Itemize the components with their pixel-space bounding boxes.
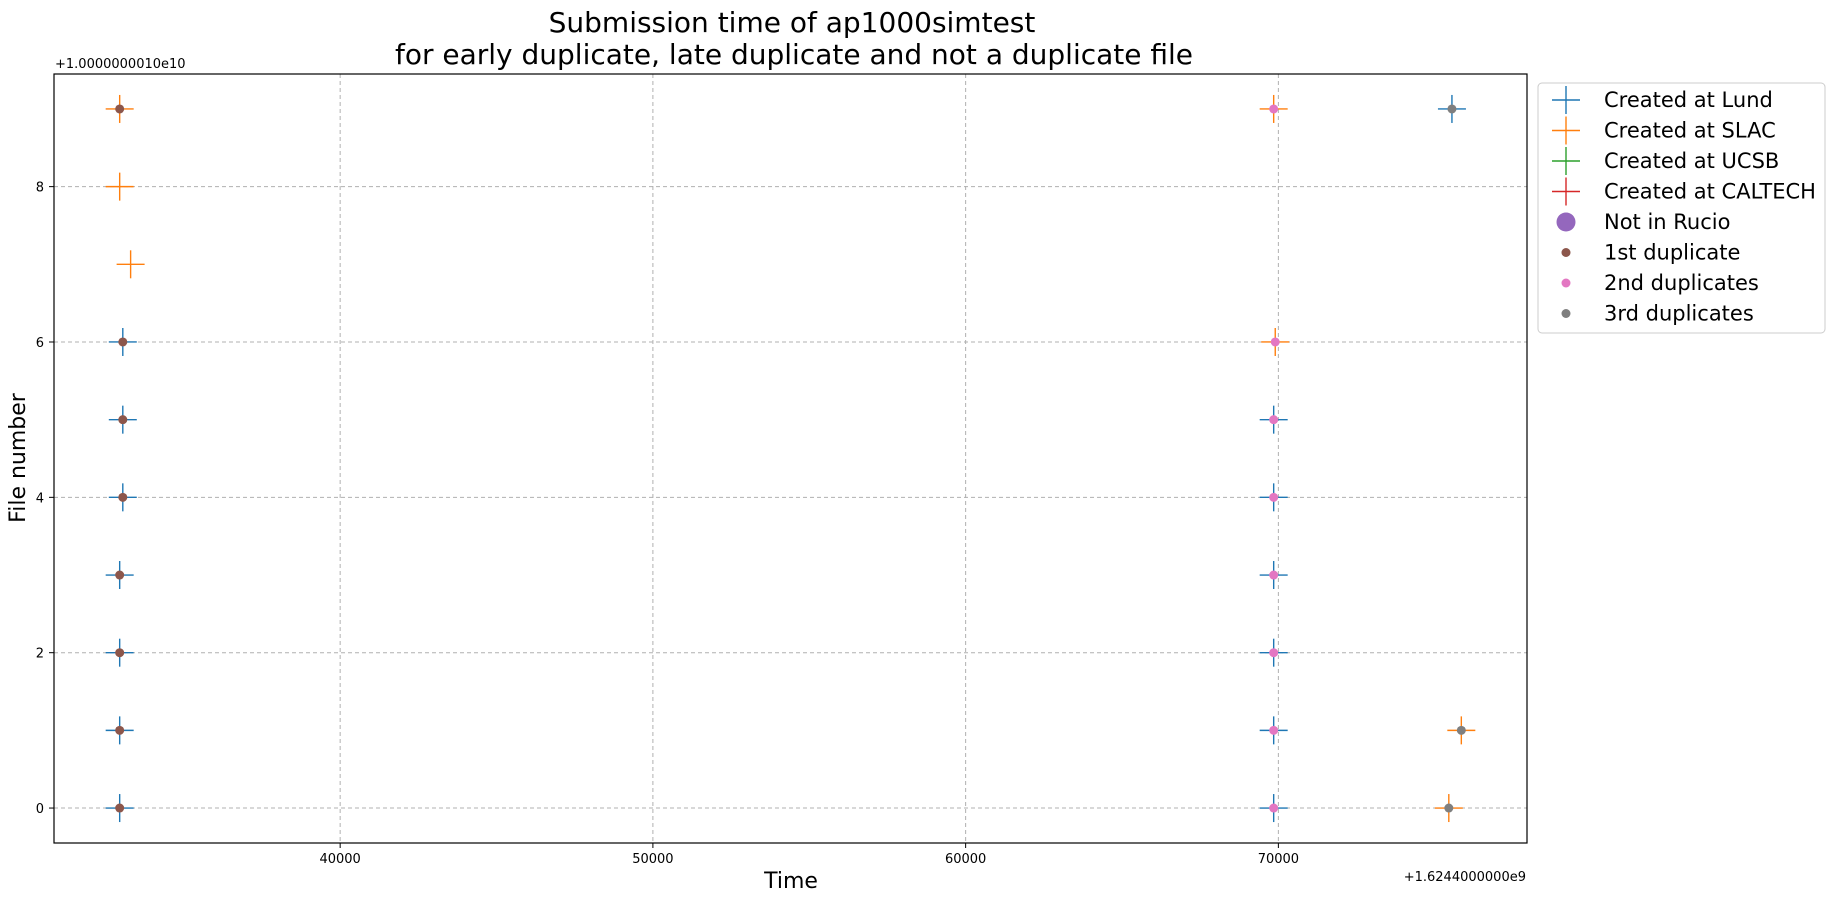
legend-entry-1st-duplicate: 1st duplicate: [1561, 241, 1740, 265]
point-2nd-duplicates: [1269, 648, 1279, 658]
x-tick-label: 50000: [632, 852, 673, 867]
point-2nd-duplicates: [1269, 415, 1279, 425]
chart-title-line-1: Submission time of ap1000simtest: [549, 6, 1036, 39]
legend-marker-created-at-ucsb: [1552, 147, 1580, 175]
point-1st-duplicate: [118, 415, 128, 425]
point-2nd-duplicates: [1269, 492, 1279, 502]
y-tick-label: 6: [36, 336, 44, 351]
point-1st-duplicate: [115, 570, 125, 580]
point-3rd-duplicates: [1447, 104, 1457, 114]
x-tick-label: 40000: [319, 852, 360, 867]
point-3rd-duplicates: [1444, 803, 1454, 813]
legend-entry-created-at-lund: Created at Lund: [1552, 86, 1773, 114]
point-3rd-duplicates: [1456, 725, 1466, 735]
point-2nd-duplicates: [1270, 337, 1280, 347]
legend-marker-created-at-caltech: [1552, 177, 1580, 206]
legend-label-created-at-caltech: Created at CALTECH: [1604, 180, 1816, 204]
legend-entry-2nd-duplicates: 2nd duplicates: [1561, 271, 1759, 295]
legend-label-2nd-duplicates: 2nd duplicates: [1604, 271, 1759, 295]
legend-marker-1st-duplicate: [1561, 248, 1571, 257]
data-markers: [105, 94, 1476, 823]
point-1st-duplicate: [115, 803, 125, 813]
x-tick-label: 60000: [945, 852, 986, 867]
legend-marker-3rd-duplicates: [1561, 309, 1571, 318]
y-tick-label: 0: [36, 802, 44, 817]
x-offset-label: +1.6244000000e9: [1404, 870, 1526, 885]
y-tick-label: 4: [36, 491, 44, 506]
point-created-at-slac: [105, 172, 134, 201]
point-1st-duplicate: [115, 725, 125, 735]
chart-title-line-2: for early duplicate, late duplicate and …: [395, 38, 1193, 71]
point-2nd-duplicates: [1269, 803, 1279, 813]
point-2nd-duplicates: [1269, 725, 1279, 735]
y-tick-label: 2: [36, 647, 44, 662]
grid: [54, 74, 1527, 843]
legend-label-created-at-slac: Created at SLAC: [1604, 119, 1776, 143]
legend: Created at Lund Created at SLAC Created at…: [1537, 82, 1826, 334]
x-axis-label: Time: [763, 869, 818, 894]
x-tick-label: 70000: [1258, 852, 1299, 867]
point-1st-duplicate: [115, 104, 125, 114]
plot-area-frame: [53, 73, 1528, 844]
y-axis-label: File number: [6, 392, 31, 523]
legend-marker-2nd-duplicates: [1561, 278, 1571, 288]
legend-label-1st-duplicate: 1st duplicate: [1604, 241, 1740, 265]
legend-label-not-in-rucio: Not in Rucio: [1604, 210, 1730, 234]
legend-entry-created-at-caltech: Created at CALTECH: [1552, 177, 1816, 206]
legend-marker-not-in-rucio: [1556, 212, 1576, 232]
legend-label-created-at-lund: Created at Lund: [1604, 88, 1773, 112]
point-2nd-duplicates: [1269, 104, 1279, 114]
legend-label-created-at-ucsb: Created at UCSB: [1604, 149, 1779, 173]
legend-entry-created-at-ucsb: Created at UCSB: [1552, 147, 1779, 175]
point-2nd-duplicates: [1269, 570, 1279, 580]
legend-box: [1537, 82, 1826, 334]
y-offset-label: +1.0000000010e10: [55, 57, 186, 72]
y-tick-label: 8: [36, 181, 44, 196]
point-1st-duplicate: [118, 337, 128, 347]
axis-ticks: 40000 50000 60000 70000 0 2 4 6 8: [36, 181, 1299, 867]
point-1st-duplicate: [118, 492, 128, 502]
legend-marker-created-at-lund: [1552, 86, 1580, 114]
legend-entry-3rd-duplicates: 3rd duplicates: [1561, 302, 1754, 326]
legend-marker-created-at-slac: [1552, 116, 1580, 145]
point-created-at-slac: [116, 250, 145, 279]
legend-entry-created-at-slac: Created at SLAC: [1552, 116, 1776, 145]
legend-entry-not-in-rucio: Not in Rucio: [1556, 210, 1730, 234]
legend-label-3rd-duplicates: 3rd duplicates: [1604, 302, 1754, 326]
point-1st-duplicate: [115, 648, 125, 658]
